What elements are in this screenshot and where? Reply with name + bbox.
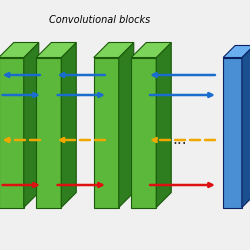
Polygon shape bbox=[223, 46, 250, 58]
Polygon shape bbox=[0, 42, 39, 58]
Polygon shape bbox=[0, 58, 24, 208]
Polygon shape bbox=[24, 42, 39, 207]
Polygon shape bbox=[61, 42, 76, 207]
Polygon shape bbox=[131, 58, 156, 208]
Text: Convolutional blocks: Convolutional blocks bbox=[50, 15, 150, 25]
Polygon shape bbox=[242, 46, 250, 207]
Polygon shape bbox=[119, 42, 134, 207]
Polygon shape bbox=[156, 42, 171, 207]
Text: ···: ··· bbox=[173, 138, 187, 152]
Polygon shape bbox=[131, 42, 171, 58]
Polygon shape bbox=[223, 58, 242, 208]
Polygon shape bbox=[36, 58, 61, 208]
Polygon shape bbox=[36, 42, 76, 58]
Polygon shape bbox=[94, 58, 119, 208]
Polygon shape bbox=[94, 42, 134, 58]
